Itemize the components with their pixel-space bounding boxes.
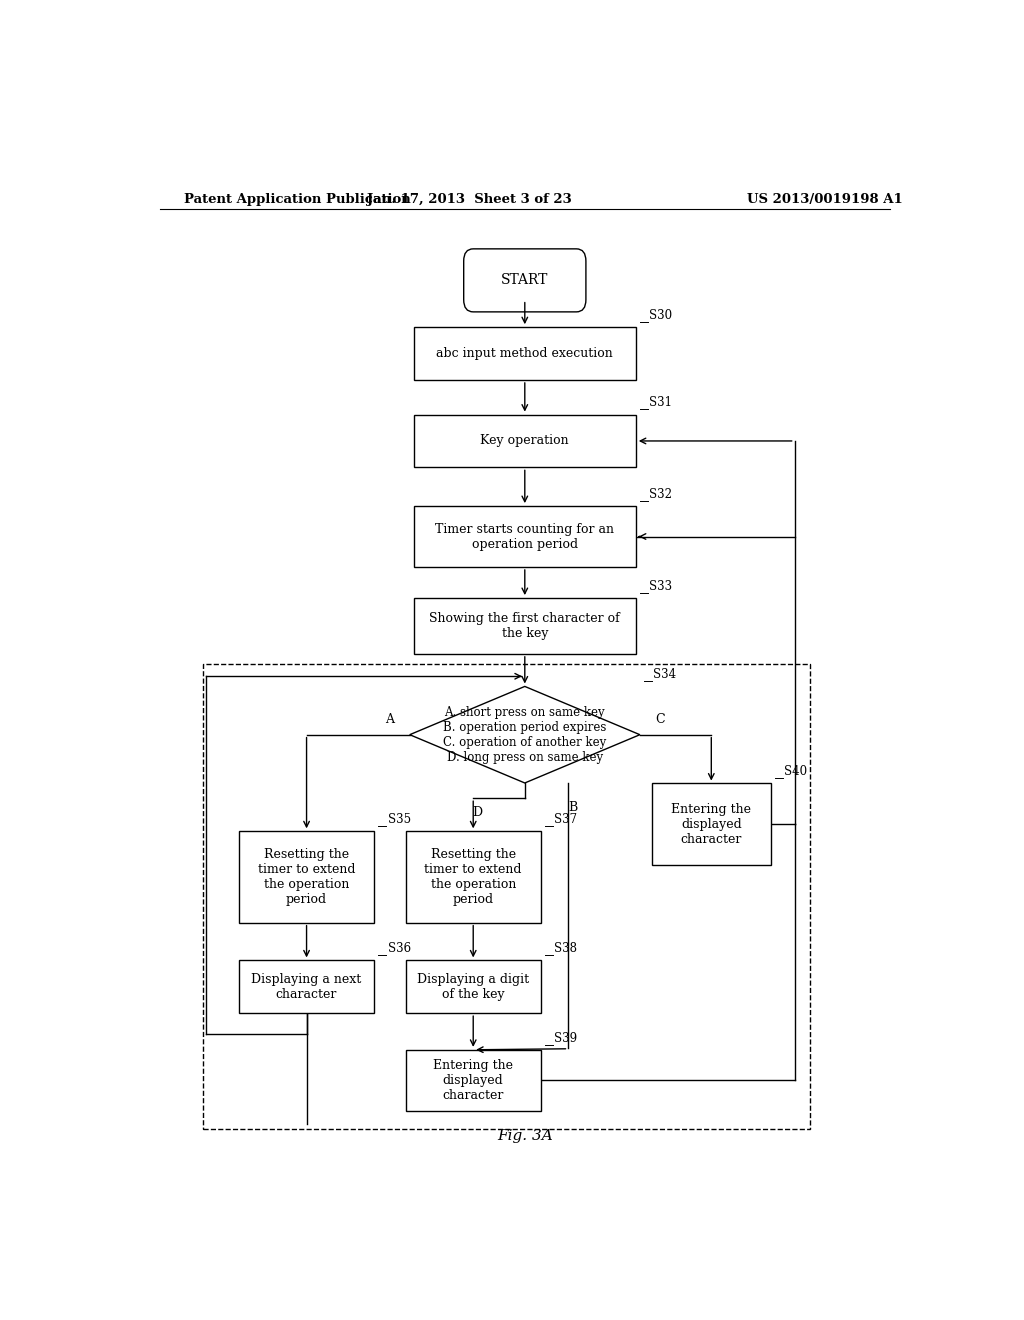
Bar: [406, 832, 541, 923]
Text: Jan. 17, 2013  Sheet 3 of 23: Jan. 17, 2013 Sheet 3 of 23: [367, 193, 571, 206]
Bar: [240, 832, 374, 923]
Bar: [406, 1049, 541, 1110]
Text: A: A: [385, 713, 394, 726]
Text: Patent Application Publication: Patent Application Publication: [183, 193, 411, 206]
Text: Entering the
displayed
character: Entering the displayed character: [672, 803, 752, 846]
Text: S39: S39: [554, 1032, 578, 1044]
Text: Key operation: Key operation: [480, 434, 569, 447]
Bar: [414, 327, 636, 380]
Text: S33: S33: [649, 579, 673, 593]
Text: S34: S34: [653, 668, 677, 681]
Text: B: B: [567, 801, 578, 814]
Text: S35: S35: [387, 813, 411, 826]
Text: START: START: [501, 273, 549, 288]
Text: C: C: [655, 713, 665, 726]
Text: Timer starts counting for an
operation period: Timer starts counting for an operation p…: [435, 523, 614, 550]
Bar: [204, 664, 811, 1129]
Text: Entering the
displayed
character: Entering the displayed character: [433, 1059, 513, 1102]
Bar: [414, 598, 636, 653]
Text: S36: S36: [387, 942, 411, 956]
Text: abc input method execution: abc input method execution: [436, 347, 613, 360]
Text: Fig. 3A: Fig. 3A: [497, 1129, 553, 1143]
Text: S37: S37: [554, 813, 578, 826]
Text: Resetting the
timer to extend
the operation
period: Resetting the timer to extend the operat…: [258, 847, 355, 906]
Text: S30: S30: [649, 309, 673, 322]
Bar: [652, 784, 771, 865]
Text: D: D: [472, 807, 482, 820]
Text: S38: S38: [554, 942, 578, 956]
Text: US 2013/0019198 A1: US 2013/0019198 A1: [748, 193, 903, 206]
Text: Resetting the
timer to extend
the operation
period: Resetting the timer to extend the operat…: [425, 847, 522, 906]
Bar: [240, 961, 374, 1014]
Text: S31: S31: [649, 396, 673, 409]
Text: S32: S32: [649, 488, 673, 500]
Polygon shape: [410, 686, 640, 783]
Text: Displaying a digit
of the key: Displaying a digit of the key: [417, 973, 529, 1001]
Text: Displaying a next
character: Displaying a next character: [252, 973, 361, 1001]
Bar: [406, 961, 541, 1014]
Text: A. short press on same key
B. operation period expires
C. operation of another k: A. short press on same key B. operation …: [443, 706, 606, 764]
Bar: [414, 414, 636, 467]
Text: S40: S40: [784, 766, 808, 779]
Bar: [414, 506, 636, 568]
FancyBboxPatch shape: [464, 249, 586, 312]
Text: Showing the first character of
the key: Showing the first character of the key: [429, 612, 621, 640]
